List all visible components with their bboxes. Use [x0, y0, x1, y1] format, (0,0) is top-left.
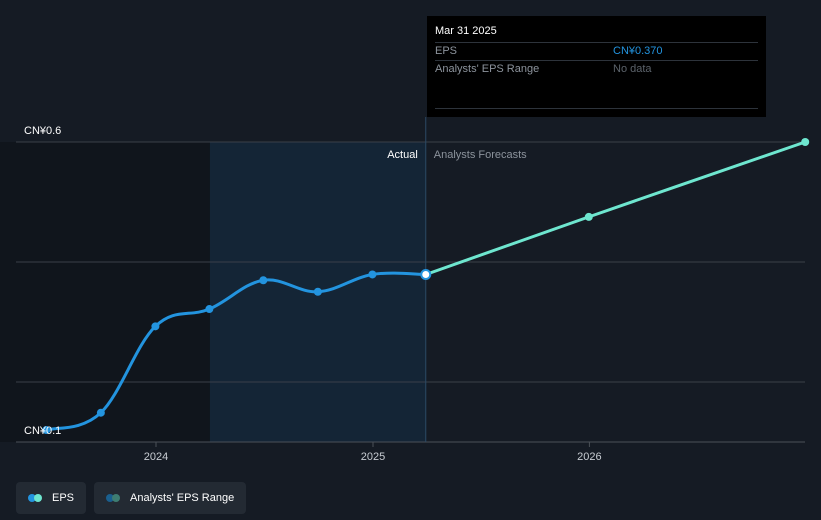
tooltip-eps-label: EPS — [435, 45, 458, 57]
eps-point — [313, 287, 322, 296]
legend-item-eps[interactable]: EPS — [16, 482, 87, 514]
actual-label: Actual — [387, 149, 418, 161]
forecast-label: Analysts Forecasts — [434, 149, 527, 161]
legend-eps-dot-forecast — [34, 494, 42, 502]
legend-range-label: Analysts' EPS Range — [130, 492, 235, 504]
eps-point — [96, 408, 105, 417]
tooltip-range-value: No data — [613, 63, 652, 75]
actual-eps-line — [44, 271, 428, 432]
tooltip-range-label: Analysts' EPS Range — [435, 63, 540, 75]
tooltip-eps-value: CN¥0.370 — [613, 45, 663, 57]
tooltip-row-range: Analysts' EPS Range No data — [435, 60, 758, 78]
highlight-point — [420, 268, 432, 280]
tooltip-row-eps: EPS CN¥0.370 — [435, 42, 758, 60]
y-tick-label-top: CN¥0.6 — [24, 125, 61, 137]
legend-item-eps-range[interactable]: Analysts' EPS Range — [94, 482, 247, 514]
y-tick-label-bottom: CN¥0.1 — [24, 425, 61, 437]
legend-eps-swatch — [28, 494, 44, 502]
tooltip-divider — [435, 108, 758, 109]
eps-chart: Actual Analysts Forecasts CN¥0.6 CN¥0.1 2024… — [0, 117, 810, 463]
eps-point — [259, 276, 268, 285]
forecast-point — [584, 212, 593, 221]
tooltip-date: Mar 31 2025 — [435, 25, 497, 37]
x-tick-label: 2024 — [144, 451, 168, 463]
legend-eps-dot-actual — [28, 494, 36, 502]
eps-point — [368, 270, 377, 279]
eps-point — [151, 322, 160, 331]
legend-range-swatch — [106, 494, 122, 502]
legend-range-dot-forecast — [112, 494, 121, 502]
legend: EPS Analysts' EPS Range — [16, 482, 254, 514]
x-tick-label: 2026 — [577, 451, 601, 463]
tooltip: Mar 31 2025 EPS CN¥0.370 Analysts' EPS R… — [427, 16, 766, 117]
forecast-eps-line — [424, 140, 807, 276]
legend-eps-label: EPS — [52, 492, 75, 504]
eps-point — [42, 426, 51, 434]
x-tick-label: 2025 — [361, 451, 385, 463]
forecast-point — [801, 138, 810, 146]
eps-point — [205, 305, 214, 314]
past-band — [0, 142, 210, 442]
legend-range-dot-actual — [106, 494, 115, 502]
